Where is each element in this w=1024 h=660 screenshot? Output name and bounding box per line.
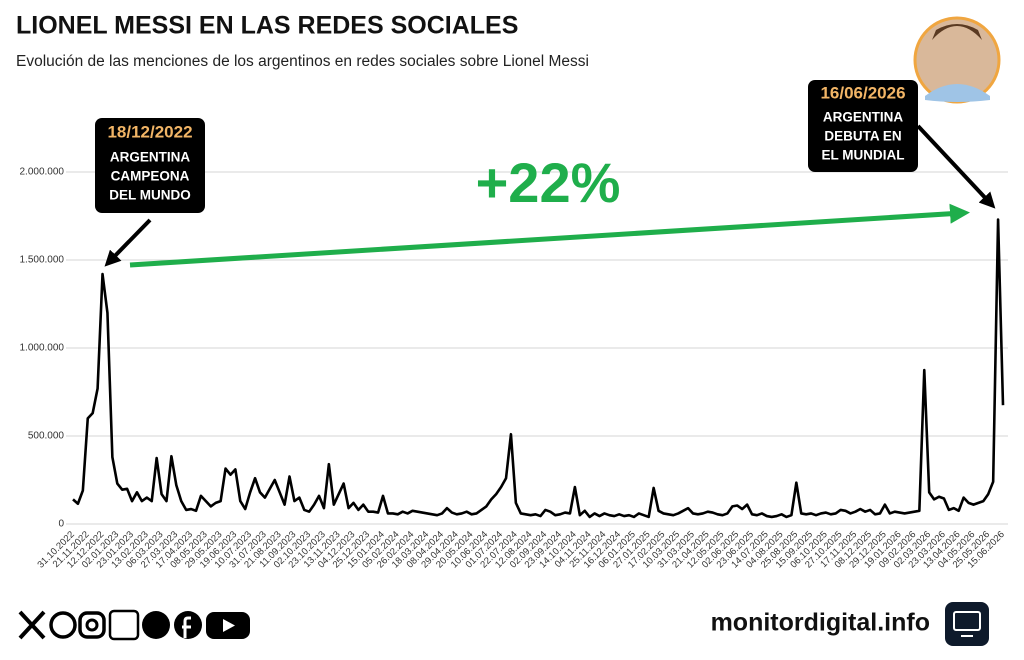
annotation-arrow xyxy=(104,218,152,267)
photo-hair xyxy=(932,24,982,40)
icon-instagram-lens xyxy=(85,618,99,632)
footer-logo xyxy=(945,602,989,646)
y-tick-label: 0 xyxy=(58,519,64,530)
y-tick-label: 500.000 xyxy=(28,431,65,442)
profile-photo xyxy=(913,16,1001,104)
annotation-text: CAMPEONA xyxy=(111,169,190,184)
annotation-text: DEL MUNDO xyxy=(109,188,191,203)
y-tick-label: 1.500.000 xyxy=(20,255,65,266)
footer-site[interactable]: monitordigital.info xyxy=(711,609,930,637)
footer-logo-screen xyxy=(953,611,981,631)
annotation-date: 18/12/2022 xyxy=(107,122,192,141)
chart-title: LIONEL MESSI EN LAS REDES SOCIALES xyxy=(16,12,518,40)
annotation-text: DEBUTA EN xyxy=(824,129,901,144)
annotation-text: EL MUNDIAL xyxy=(822,148,905,163)
icon-youtube-glyph xyxy=(223,619,235,632)
icon-tiktok[interactable] xyxy=(142,611,170,639)
annotation-box xyxy=(95,118,205,213)
photo-shirt xyxy=(925,84,990,102)
data-line xyxy=(72,218,1005,519)
icon-x[interactable] xyxy=(18,610,46,640)
icon-reddit[interactable] xyxy=(108,609,140,641)
y-tick-label: 1.000.000 xyxy=(20,343,65,354)
annotation-box xyxy=(808,80,918,172)
annotation-text: ARGENTINA xyxy=(110,150,190,165)
chart-subtitle: Evolución de las menciones de los argent… xyxy=(16,53,589,70)
icon-facebook-glyph xyxy=(182,616,191,638)
annotation-date: 16/06/2026 xyxy=(820,83,905,102)
plot-area: 0500.0001.000.0001.500.0002.000.00031.10… xyxy=(20,167,1008,571)
icon-facebook[interactable] xyxy=(174,611,202,639)
y-tick-label: 2.000.000 xyxy=(20,167,65,178)
social-icons xyxy=(18,609,250,641)
annotation-right: 16/06/2026 ARGENTINA DEBUTA EN EL MUNDIA… xyxy=(808,80,996,209)
annotation-left: 18/12/2022 ARGENTINA CAMPEONA DEL MUNDO xyxy=(95,118,205,267)
annotation-text: ARGENTINA xyxy=(823,110,903,125)
icon-instagram[interactable] xyxy=(78,611,106,639)
growth-arrow xyxy=(129,203,970,268)
annotation-arrow xyxy=(916,124,996,209)
growth-label: +22% xyxy=(476,151,621,214)
icon-threads[interactable] xyxy=(49,611,77,639)
